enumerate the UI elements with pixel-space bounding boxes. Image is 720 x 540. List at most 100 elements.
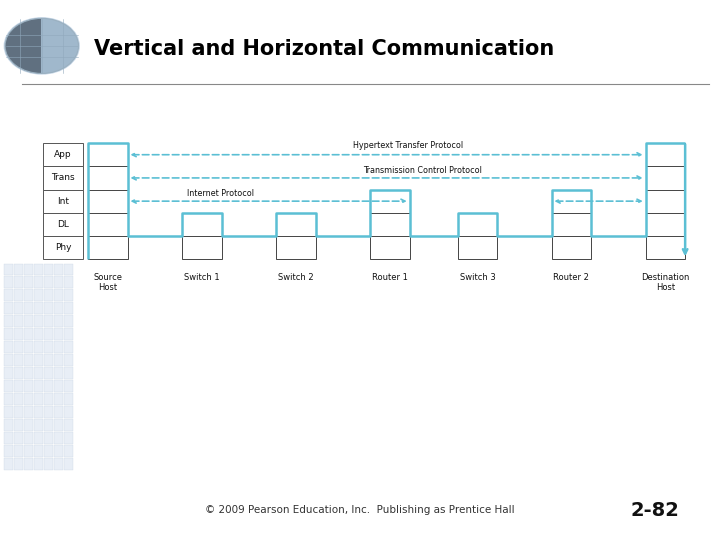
Bar xyxy=(14,341,23,353)
Bar xyxy=(64,315,73,327)
Bar xyxy=(64,264,73,275)
Bar xyxy=(4,276,13,288)
Bar xyxy=(43,236,83,259)
Bar xyxy=(34,341,43,353)
Bar xyxy=(44,380,53,392)
Bar xyxy=(646,143,685,259)
Bar xyxy=(4,432,13,444)
Bar xyxy=(14,406,23,418)
Bar xyxy=(64,367,73,379)
Bar xyxy=(34,432,43,444)
Bar xyxy=(24,276,33,288)
Bar xyxy=(34,458,43,470)
Text: Switch 2: Switch 2 xyxy=(278,273,314,282)
Bar xyxy=(64,380,73,392)
Bar xyxy=(4,328,13,340)
Bar xyxy=(43,213,83,236)
Bar xyxy=(14,393,23,405)
Bar xyxy=(4,264,13,275)
Bar xyxy=(54,445,63,457)
Bar xyxy=(14,264,23,275)
Bar xyxy=(34,276,43,288)
Bar xyxy=(64,393,73,405)
Bar xyxy=(24,289,33,301)
Circle shape xyxy=(4,18,79,74)
Bar xyxy=(54,302,63,314)
Bar xyxy=(34,315,43,327)
Bar xyxy=(44,406,53,418)
Bar xyxy=(14,445,23,457)
Bar xyxy=(34,354,43,366)
Bar xyxy=(34,328,43,340)
Bar xyxy=(14,367,23,379)
Bar xyxy=(24,341,33,353)
Bar xyxy=(14,302,23,314)
Bar xyxy=(24,367,33,379)
Bar xyxy=(24,419,33,431)
Bar xyxy=(14,419,23,431)
Bar xyxy=(54,380,63,392)
Bar xyxy=(24,380,33,392)
Bar xyxy=(4,289,13,301)
Bar xyxy=(54,367,63,379)
Bar xyxy=(4,315,13,327)
Bar xyxy=(34,419,43,431)
Bar xyxy=(276,213,315,259)
Text: Router 1: Router 1 xyxy=(372,273,408,282)
Bar xyxy=(14,432,23,444)
Text: App: App xyxy=(54,150,72,159)
Bar xyxy=(44,276,53,288)
Bar xyxy=(14,458,23,470)
Bar xyxy=(34,264,43,275)
Bar xyxy=(44,328,53,340)
Bar xyxy=(370,190,410,259)
Bar xyxy=(64,354,73,366)
Bar xyxy=(54,406,63,418)
Bar xyxy=(44,354,53,366)
Text: Trans: Trans xyxy=(51,173,75,183)
Bar xyxy=(54,264,63,275)
Bar xyxy=(43,143,83,166)
Text: Transmission Control Protocol: Transmission Control Protocol xyxy=(363,166,482,175)
Wedge shape xyxy=(6,19,42,73)
Text: Switch 1: Switch 1 xyxy=(184,273,220,282)
Bar xyxy=(64,458,73,470)
Text: Vertical and Horizontal Communication: Vertical and Horizontal Communication xyxy=(94,38,554,59)
Bar xyxy=(64,276,73,288)
Text: Router 2: Router 2 xyxy=(554,273,590,282)
Bar xyxy=(4,393,13,405)
Bar xyxy=(34,393,43,405)
Bar xyxy=(4,302,13,314)
Bar xyxy=(44,315,53,327)
Text: Int: Int xyxy=(57,197,69,206)
Bar xyxy=(44,445,53,457)
Wedge shape xyxy=(42,19,78,73)
Bar xyxy=(44,458,53,470)
Bar xyxy=(54,341,63,353)
Bar xyxy=(34,445,43,457)
Bar xyxy=(44,302,53,314)
Bar xyxy=(64,406,73,418)
Bar xyxy=(64,341,73,353)
Bar xyxy=(64,432,73,444)
Bar xyxy=(4,419,13,431)
Bar xyxy=(4,458,13,470)
Bar xyxy=(54,419,63,431)
Bar xyxy=(4,354,13,366)
Bar xyxy=(24,354,33,366)
Bar xyxy=(4,367,13,379)
Bar xyxy=(64,445,73,457)
Bar xyxy=(4,380,13,392)
Bar xyxy=(34,367,43,379)
Bar xyxy=(54,328,63,340)
Bar xyxy=(24,328,33,340)
Bar xyxy=(14,328,23,340)
Text: Internet Protocol: Internet Protocol xyxy=(187,189,254,198)
Bar xyxy=(64,289,73,301)
Bar xyxy=(34,406,43,418)
Bar xyxy=(34,302,43,314)
Text: Destination
Host: Destination Host xyxy=(642,273,690,292)
Bar xyxy=(43,166,83,190)
Text: 2-82: 2-82 xyxy=(631,501,680,520)
Bar xyxy=(54,432,63,444)
